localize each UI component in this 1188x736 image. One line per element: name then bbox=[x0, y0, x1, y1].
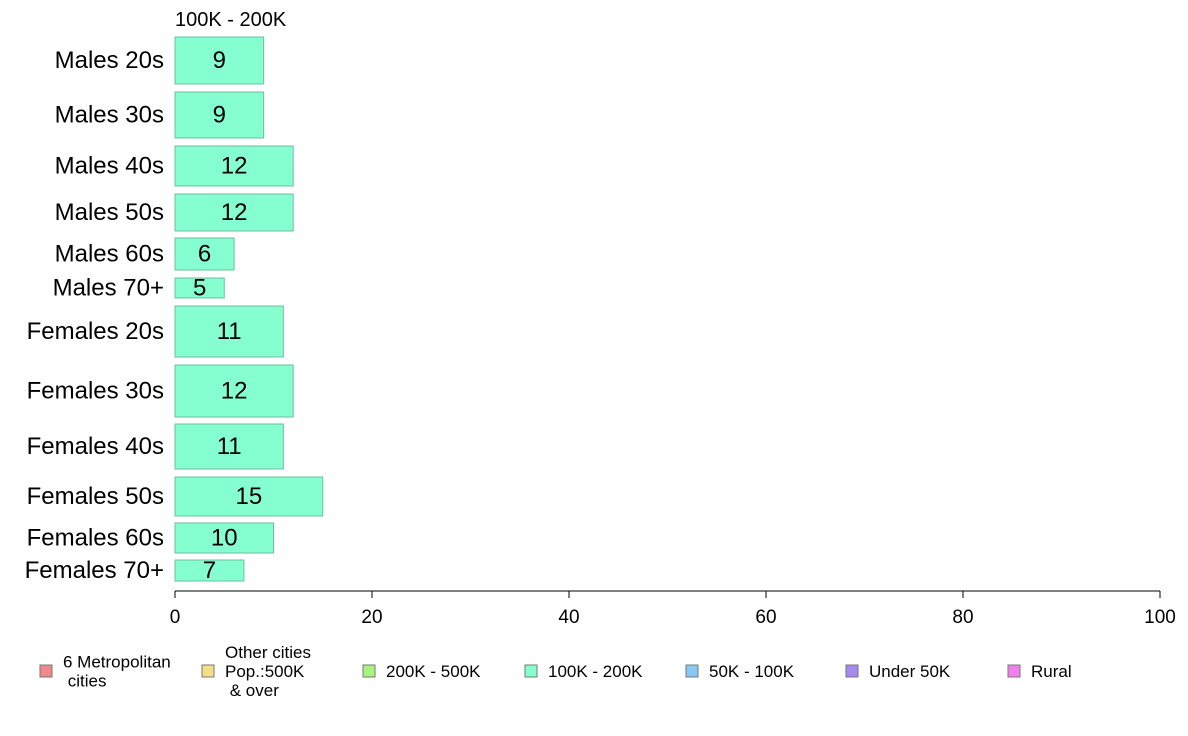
legend-swatch bbox=[524, 664, 538, 678]
bar bbox=[174, 277, 225, 299]
value-label: 11 bbox=[217, 318, 242, 345]
legend-swatch bbox=[845, 664, 859, 678]
x-tick-label: 80 bbox=[952, 607, 973, 628]
value-label: 5 bbox=[193, 275, 206, 302]
value-label: 9 bbox=[213, 47, 226, 74]
category-label: Females 40s bbox=[27, 433, 164, 460]
legend-item: Under 50K bbox=[845, 662, 951, 681]
bar bbox=[174, 193, 294, 232]
category-label: Males 20s bbox=[55, 47, 164, 74]
category-label: Males 50s bbox=[55, 199, 164, 226]
category-label: Females 20s bbox=[27, 318, 164, 345]
x-tick-label: 100 bbox=[1144, 607, 1176, 628]
bar bbox=[174, 559, 245, 582]
legend-label: 6 Metropolitan cities bbox=[63, 652, 171, 690]
legend-label: Under 50K bbox=[869, 662, 951, 681]
category-label: Males 60s bbox=[55, 241, 164, 268]
value-label: 7 bbox=[203, 557, 216, 584]
bar bbox=[174, 145, 294, 187]
legend-item: 200K - 500K bbox=[362, 662, 481, 681]
value-label: 12 bbox=[221, 378, 248, 405]
bar bbox=[174, 423, 284, 470]
bar bbox=[174, 91, 265, 139]
category-label: Males 70+ bbox=[53, 275, 164, 302]
legend-swatch bbox=[1007, 664, 1021, 678]
value-label: 10 bbox=[211, 525, 238, 552]
value-labels: 9 9 12 12 6 5 11 12 11 15 10 7 bbox=[193, 47, 262, 584]
bar bbox=[174, 364, 294, 418]
x-tick-label: 0 bbox=[170, 607, 181, 628]
legend-swatch bbox=[39, 664, 53, 678]
legend-label: 50K - 100K bbox=[709, 662, 795, 681]
bar bbox=[174, 237, 235, 271]
category-label: Females 50s bbox=[27, 483, 164, 510]
legend-label: 100K - 200K bbox=[548, 662, 643, 681]
category-label: Males 40s bbox=[55, 153, 164, 180]
legend-item: Other cities Pop.:500K & over bbox=[201, 643, 311, 700]
legend-swatch bbox=[201, 664, 215, 678]
value-label: 15 bbox=[236, 483, 263, 510]
bars-group bbox=[174, 36, 324, 582]
bar bbox=[174, 522, 274, 554]
category-label: Females 60s bbox=[27, 525, 164, 552]
x-tick-label: 60 bbox=[755, 607, 776, 628]
category-label: Females 70+ bbox=[25, 557, 164, 584]
category-label: Males 30s bbox=[55, 102, 164, 129]
legend-label: Other cities Pop.:500K & over bbox=[225, 643, 311, 700]
value-label: 11 bbox=[217, 433, 242, 460]
x-axis: 0 20 40 60 80 100 bbox=[170, 590, 1176, 628]
x-tick-label: 40 bbox=[558, 607, 579, 628]
x-tick-label: 20 bbox=[361, 607, 382, 628]
legend-label: 200K - 500K bbox=[386, 662, 481, 681]
legend-item: 100K - 200K bbox=[524, 662, 643, 681]
bar bbox=[174, 36, 265, 85]
category-label: Females 30s bbox=[27, 378, 164, 405]
value-label: 12 bbox=[221, 153, 248, 180]
legend-label: Rural bbox=[1031, 662, 1072, 681]
category-labels: Males 20s Males 30s Males 40s Males 50s Male… bbox=[25, 47, 164, 584]
legend-item: 6 Metropolitan cities bbox=[39, 652, 171, 690]
bar bbox=[174, 476, 324, 517]
bar bbox=[174, 305, 284, 358]
value-label: 9 bbox=[213, 102, 226, 129]
legend-item: 50K - 100K bbox=[685, 662, 795, 681]
legend-swatch bbox=[685, 664, 699, 678]
facet-title: 100K - 200K bbox=[175, 9, 287, 31]
value-label: 6 bbox=[198, 241, 211, 268]
legend-item: Rural bbox=[1007, 662, 1072, 681]
value-label: 12 bbox=[221, 199, 248, 226]
legend-swatch bbox=[362, 664, 376, 678]
legend: 6 Metropolitan cities Other cities Pop.:50… bbox=[39, 643, 1072, 700]
